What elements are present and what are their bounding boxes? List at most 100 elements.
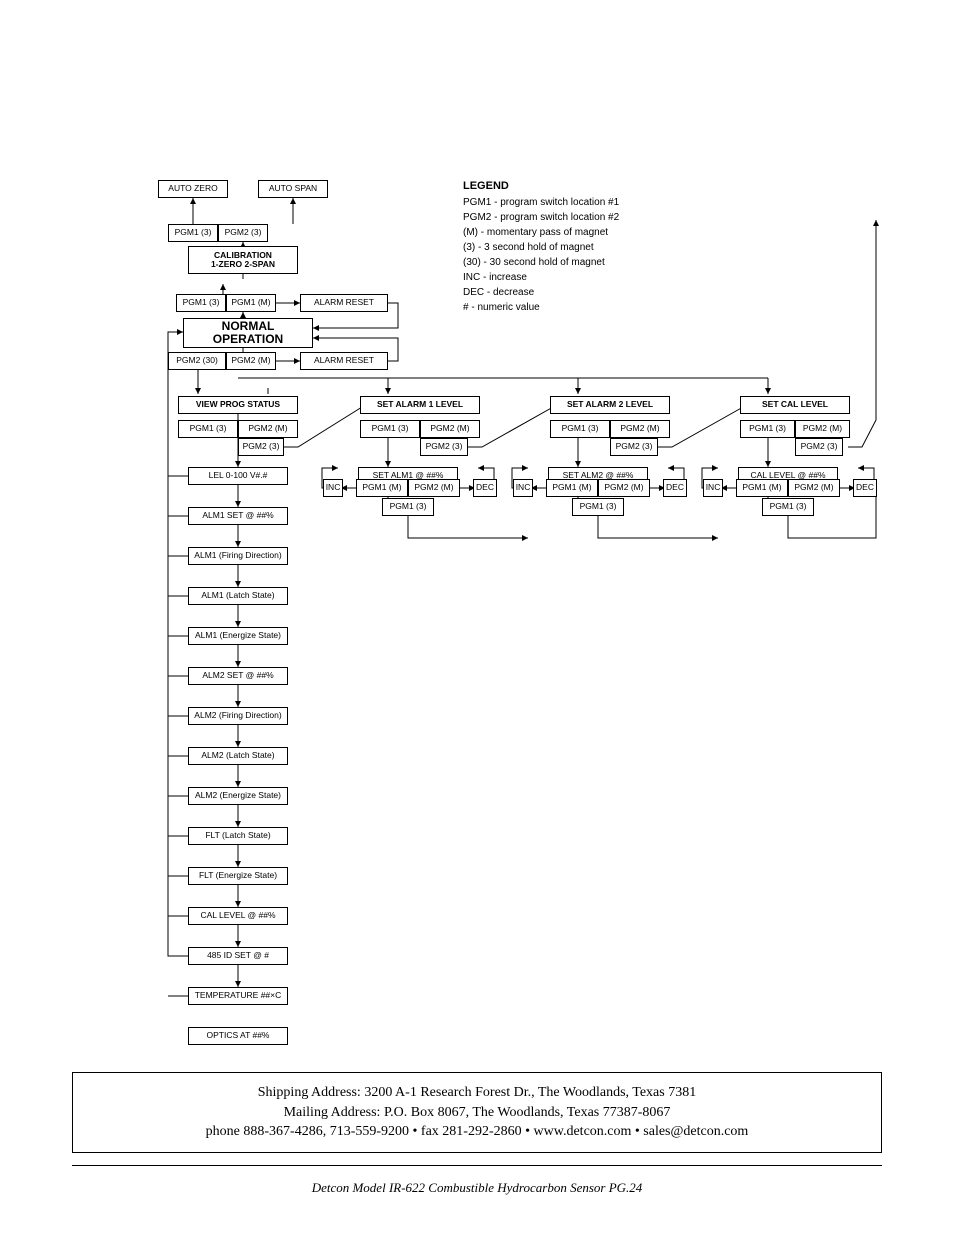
c1-item-8: ALM2 (Energize State) (188, 787, 288, 805)
c1-pgm2m: PGM2 (M) (238, 420, 298, 438)
label: PGM2 (M) (803, 424, 842, 433)
c1-item-0: LEL 0-100 V#.# (188, 467, 288, 485)
label: PGM2 (M) (231, 356, 270, 365)
label: PGM2 (M) (620, 424, 659, 433)
c1-item-13: TEMPERATURE ##×C (188, 987, 288, 1005)
label: DEC (856, 483, 874, 492)
normal-operation: NORMAL OPERATION (183, 318, 313, 348)
pgm2-m-top: PGM2 (M) (226, 352, 276, 370)
c3-pgm2m-r: PGM2 (M) (598, 479, 650, 497)
label: ALM1 (Firing Direction) (194, 551, 281, 560)
label: ALARM RESET (314, 356, 374, 365)
c1-item-5: ALM2 SET @ ##% (188, 667, 288, 685)
c4-dec: DEC (853, 479, 877, 497)
label: PGM2 (M) (248, 424, 287, 433)
auto-zero-box: AUTO ZERO (158, 180, 228, 198)
c4-pgm1m-l: PGM1 (M) (736, 479, 788, 497)
c4-pgm2-3: PGM2 (3) (795, 438, 843, 456)
c3-pgm1-3-btm: PGM1 (3) (572, 498, 624, 516)
alarm-reset-2: ALARM RESET (300, 352, 388, 370)
c2-pgm2m: PGM2 (M) (420, 420, 480, 438)
label: ALM2 (Energize State) (195, 791, 281, 800)
label: FLT (Energize State) (199, 871, 277, 880)
label: SET CAL LEVEL (762, 400, 828, 409)
label: INC (706, 483, 721, 492)
label: PGM2 (3) (426, 442, 463, 451)
c3-pgm1: PGM1 (3) (550, 420, 610, 438)
c1-item-3: ALM1 (Latch State) (188, 587, 288, 605)
norm-l2: OPERATION (213, 333, 283, 346)
c2-pgm1m-l: PGM1 (M) (356, 479, 408, 497)
c2-inc: INC (323, 479, 343, 497)
label: DEC (666, 483, 684, 492)
pgm1-m-b: PGM1 (M) (226, 294, 276, 312)
label: PGM2 (3) (616, 442, 653, 451)
footer-l3: phone 888-367-4286, 713-559-9200 • fax 2… (83, 1122, 871, 1142)
calibration-box: CALIBRATION 1-ZERO 2-SPAN (188, 246, 298, 274)
c2-dec: DEC (473, 479, 497, 497)
label: PGM1 (3) (770, 502, 807, 511)
label: INC (326, 483, 341, 492)
pgm1-3-b: PGM1 (3) (176, 294, 226, 312)
c2-pgm1-3-btm: PGM1 (3) (382, 498, 434, 516)
c1-item-14: OPTICS AT ##% (188, 1027, 288, 1045)
c1-pgm2-3: PGM2 (3) (238, 438, 284, 456)
c4-pgm2m: PGM2 (M) (795, 420, 850, 438)
label: SET ALARM 1 LEVEL (377, 400, 463, 409)
legend-title: LEGEND (463, 178, 619, 195)
alarm-reset-1: ALARM RESET (300, 294, 388, 312)
c1-item-4: ALM1 (Energize State) (188, 627, 288, 645)
c1-item-7: ALM2 (Latch State) (188, 747, 288, 765)
c1-item-11: CAL LEVEL @ ##% (188, 907, 288, 925)
c3-pgm1m-l: PGM1 (M) (546, 479, 598, 497)
set-alarm2-header: SET ALARM 2 LEVEL (550, 396, 670, 414)
c1-item-2: ALM1 (Firing Direction) (188, 547, 288, 565)
label: ALM2 SET @ ##% (202, 671, 273, 680)
label: PGM2 (M) (430, 424, 469, 433)
legend-line: INC - increase (463, 270, 619, 285)
legend-line: DEC - decrease (463, 285, 619, 300)
c1-item-10: FLT (Energize State) (188, 867, 288, 885)
label: PGM1 (M) (742, 483, 781, 492)
diagram: AUTO ZERO AUTO SPAN PGM1 (3) PGM2 (3) CA… (68, 160, 888, 1000)
c2-pgm1: PGM1 (3) (360, 420, 420, 438)
legend-line: (M) - momentary pass of magnet (463, 225, 619, 240)
label: INC (516, 483, 531, 492)
view-prog-status: VIEW PROG STATUS (178, 396, 298, 414)
label: PGM1 (3) (390, 502, 427, 511)
cal-l2: 1-ZERO 2-SPAN (211, 260, 275, 269)
legend-line: PGM1 - program switch location #1 (463, 195, 619, 210)
label: LEL 0-100 V#.# (209, 471, 268, 480)
legend: LEGEND PGM1 - program switch location #1… (463, 178, 619, 315)
c4-pgm1-3-btm: PGM1 (3) (762, 498, 814, 516)
c1-item-12: 485 ID SET @ # (188, 947, 288, 965)
label: VIEW PROG STATUS (196, 400, 280, 409)
c3-pgm2m: PGM2 (M) (610, 420, 670, 438)
label: PGM2 (M) (604, 483, 643, 492)
label: PGM1 (M) (231, 298, 270, 307)
c3-dec: DEC (663, 479, 687, 497)
legend-line: (30) - 30 second hold of magnet (463, 255, 619, 270)
c2-pgm2-3: PGM2 (3) (420, 438, 468, 456)
label: PGM2 (3) (243, 442, 280, 451)
c1-item-1: ALM1 SET @ ##% (188, 507, 288, 525)
set-alarm1-header: SET ALARM 1 LEVEL (360, 396, 480, 414)
label: ALM1 (Latch State) (201, 591, 274, 600)
c4-pgm1: PGM1 (3) (740, 420, 795, 438)
c3-pgm2-3: PGM2 (3) (610, 438, 658, 456)
c4-inc: INC (703, 479, 723, 497)
auto-span-box: AUTO SPAN (258, 180, 328, 198)
c4-pgm2m-r: PGM2 (M) (788, 479, 840, 497)
c1-item-9: FLT (Latch State) (188, 827, 288, 845)
label: PGM2 (3) (801, 442, 838, 451)
label: PGM1 (3) (175, 228, 212, 237)
label: PGM2 (30) (176, 356, 218, 365)
label: ALM1 (Energize State) (195, 631, 281, 640)
label: FLT (Latch State) (205, 831, 270, 840)
c3-inc: INC (513, 479, 533, 497)
pgm2-30: PGM2 (30) (168, 352, 226, 370)
set-cal-header: SET CAL LEVEL (740, 396, 850, 414)
label: DEC (476, 483, 494, 492)
footer-l1: Shipping Address: 3200 A-1 Research Fore… (83, 1083, 871, 1103)
label: PGM1 (3) (749, 424, 786, 433)
